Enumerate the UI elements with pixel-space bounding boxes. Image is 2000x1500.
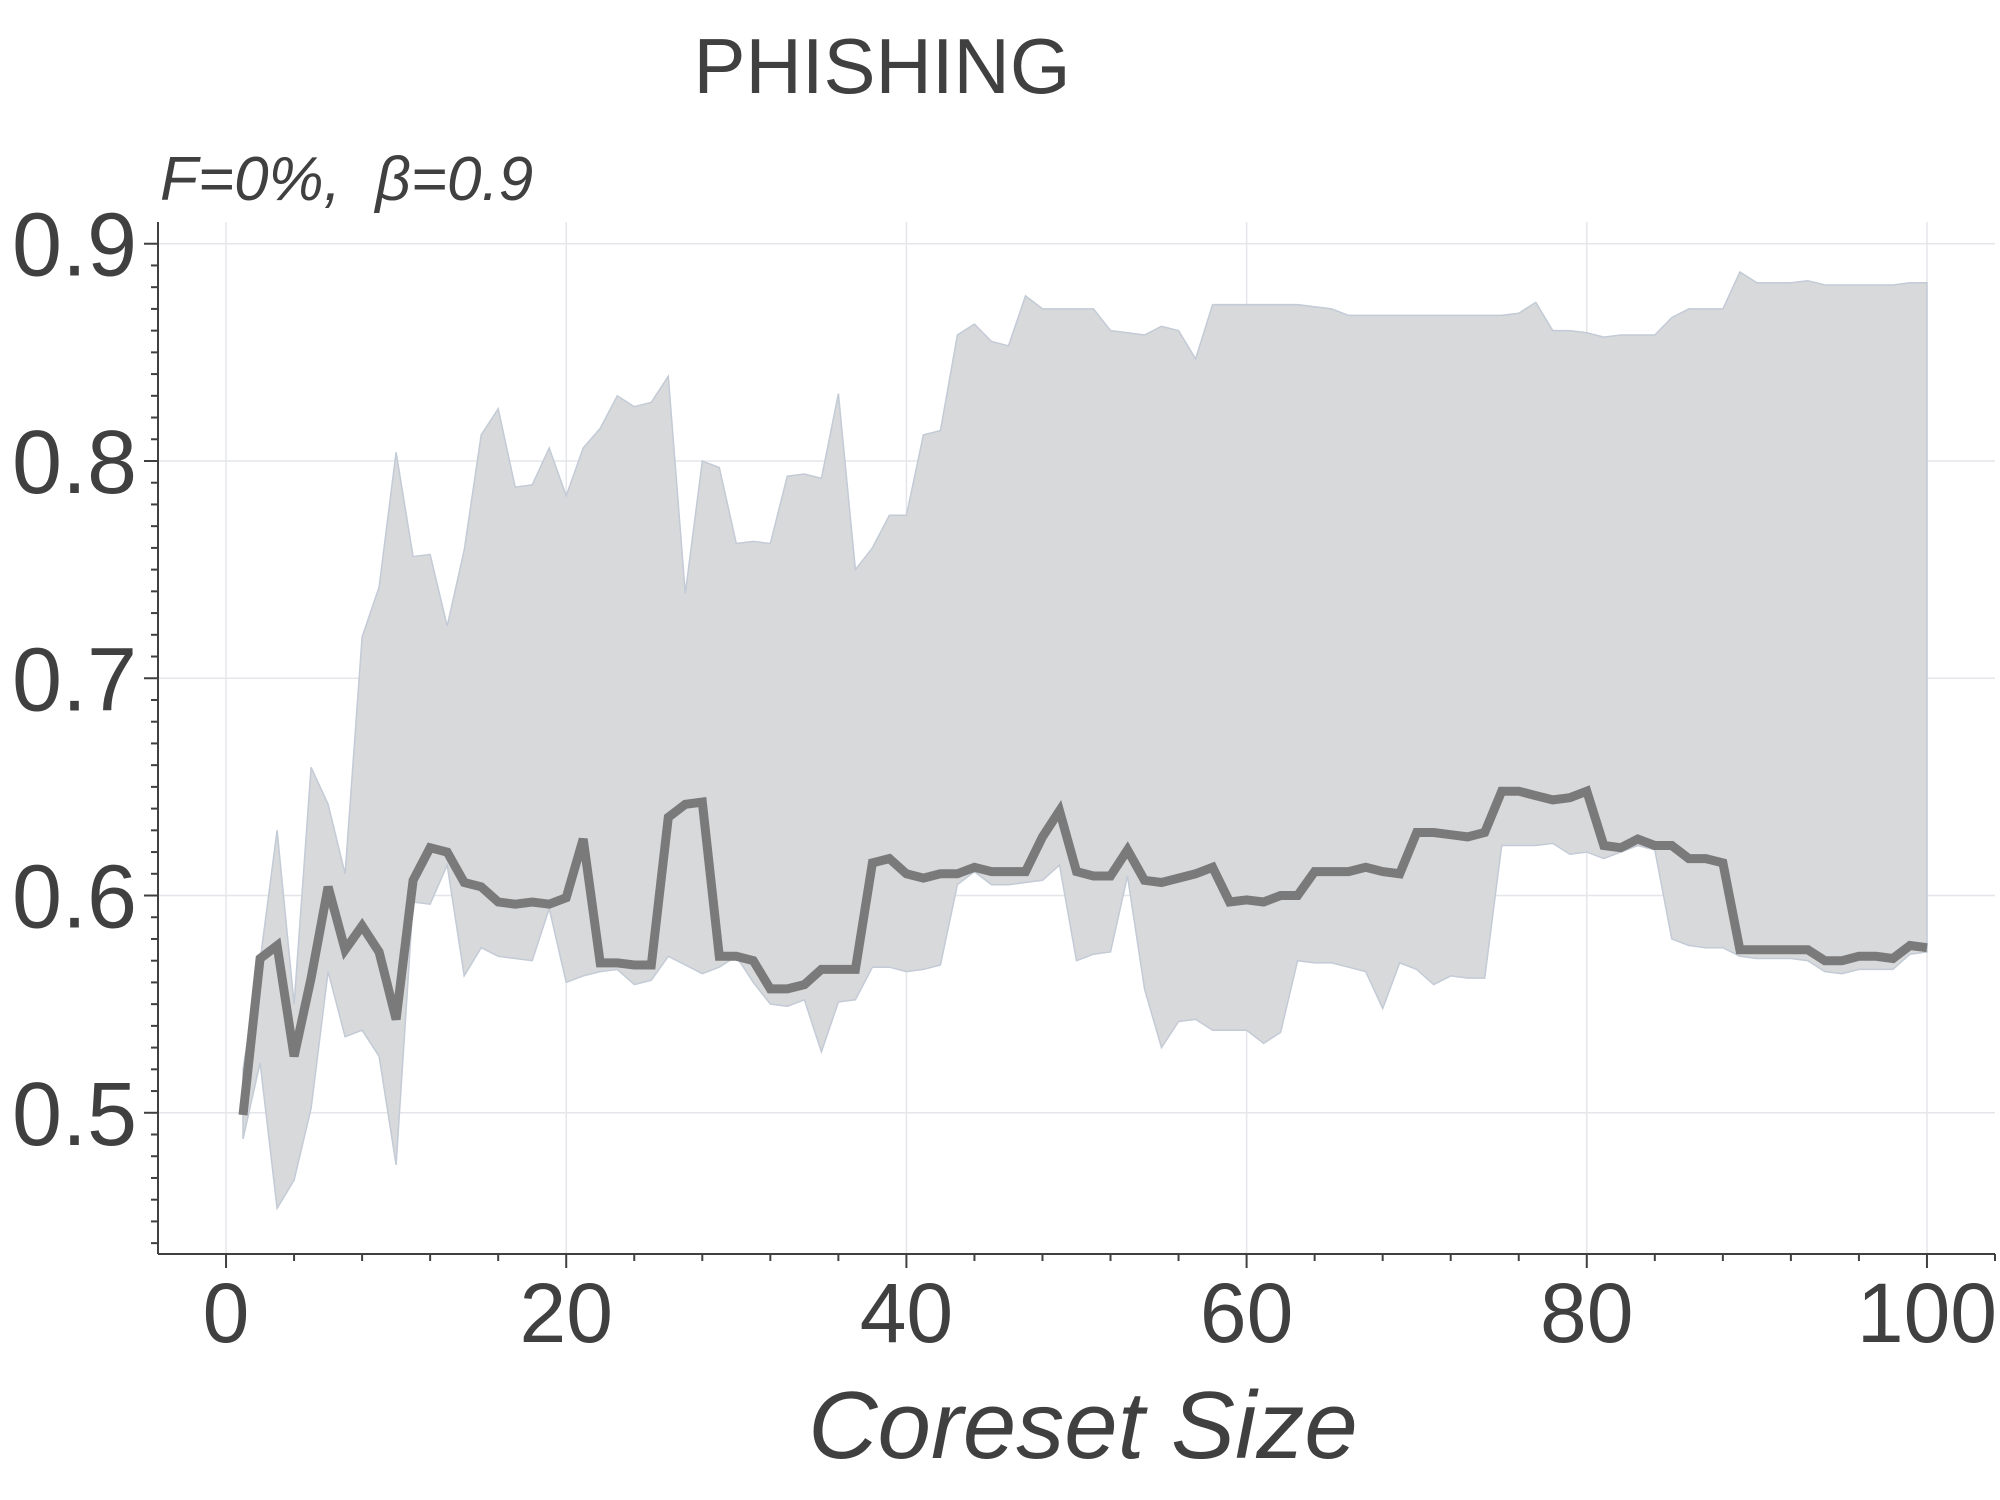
- x-axis-label: Coreset Size: [808, 1372, 1358, 1479]
- chart-title: PHISHING: [693, 22, 1070, 110]
- y-tick-label: 0.9: [12, 196, 137, 296]
- line-layer: [238, 785, 1928, 1116]
- y-tick-label: 0.6: [12, 848, 137, 948]
- confidence-band: [242, 270, 1928, 1211]
- band-layer: [242, 270, 1928, 1211]
- x-tick-label: 100: [1857, 1266, 1997, 1360]
- x-tick-label: 60: [1200, 1266, 1293, 1360]
- axes: [144, 222, 1996, 1268]
- y-tick-label: 0.7: [12, 630, 137, 730]
- x-tick-label: 40: [860, 1266, 953, 1360]
- x-tick-label: 20: [520, 1266, 613, 1360]
- chart-subtitle: F=0%, β=0.9: [160, 145, 533, 214]
- tick-labels: 0.5 0.6 0.7 0.8 0.9 0 20 40 60 80 100: [12, 196, 1997, 1360]
- x-tick-label: 80: [1540, 1266, 1633, 1360]
- series-line: [238, 785, 1928, 1116]
- y-tick-label: 0.8: [12, 413, 137, 513]
- y-tick-label: 0.5: [12, 1065, 137, 1165]
- x-tick-label: 0: [203, 1266, 250, 1360]
